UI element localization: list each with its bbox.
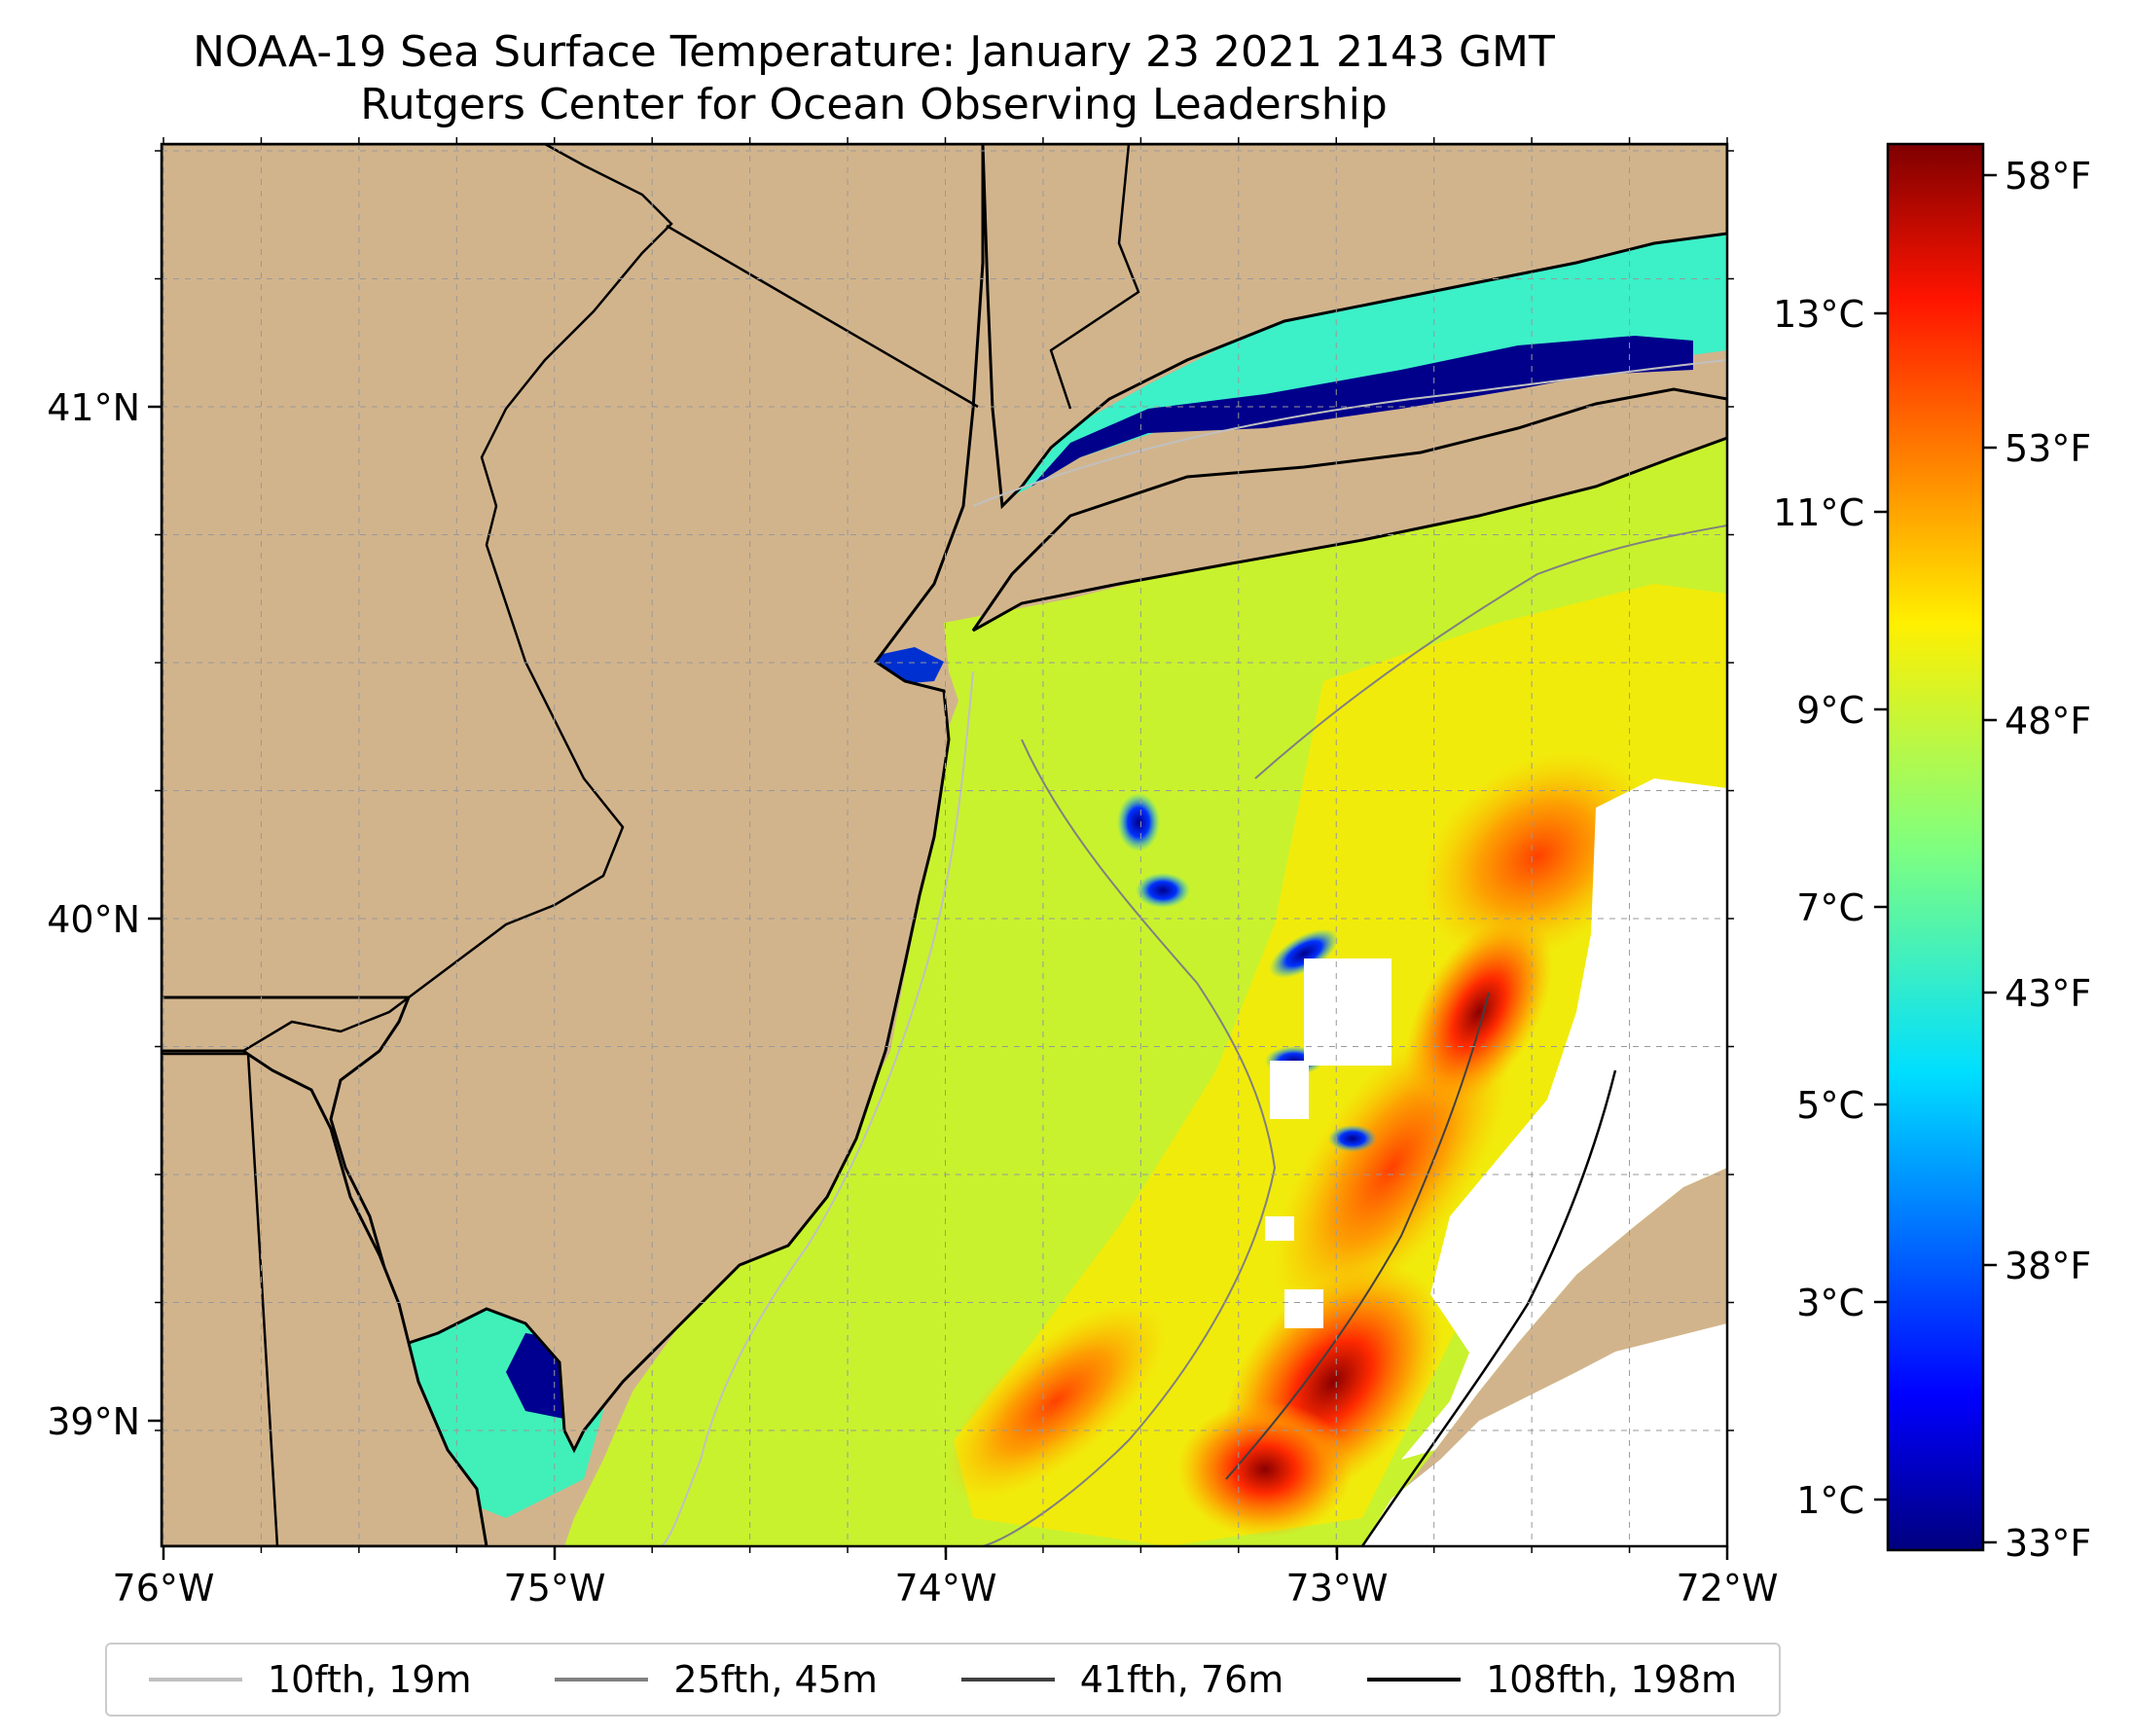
legend-line-swatch <box>1367 1678 1462 1682</box>
colorbar-c-label: 5°C <box>1796 1084 1864 1127</box>
x-tick-label: 74°W <box>895 1567 997 1609</box>
x-tick-label: 73°W <box>1286 1567 1389 1609</box>
colorbar-f-label: 38°F <box>2005 1245 2091 1287</box>
map-frame <box>160 142 1729 1548</box>
colorbar-c-label: 7°C <box>1796 886 1864 929</box>
colorbar-f-label: 33°F <box>2005 1522 2091 1565</box>
colorbar-c-label: 9°C <box>1796 689 1864 732</box>
isobath-legend: 10fth, 19m 25fth, 45m 41fth, 76m 108fth,… <box>105 1643 1781 1717</box>
colorbar-c-label: 13°C <box>1773 293 1864 336</box>
legend-label: 25fth, 45m <box>673 1658 878 1701</box>
legend-line-swatch <box>960 1678 1055 1682</box>
long-island-land <box>971 387 1727 633</box>
legend-item-10fth: 10fth, 19m <box>148 1658 472 1701</box>
long-island-sound <box>1012 234 1727 496</box>
colorbar-f-label: 48°F <box>2005 700 2091 742</box>
x-tick-label: 75°W <box>504 1567 606 1609</box>
colorbar-c-label: 11°C <box>1773 491 1864 534</box>
legend-line-swatch <box>555 1678 649 1682</box>
graticule <box>162 144 1727 1546</box>
delmarva-land <box>162 1049 488 1546</box>
new-jersey-land <box>162 144 985 1454</box>
colorbar-f-label: 43°F <box>2005 972 2091 1015</box>
map-axis-ticks: 76°W 75°W 74°W 73°W 72°W 41°N 40°N 39°N <box>47 137 1778 1609</box>
legend-label: 41fth, 76m <box>1079 1658 1284 1701</box>
colorbar-f-label: 58°F <box>2005 155 2091 198</box>
x-tick-label: 72°W <box>1677 1567 1779 1609</box>
sound-cold-core <box>1031 336 1693 487</box>
y-tick-label: 39°N <box>47 1400 140 1443</box>
no-data-regions <box>1265 778 1727 1546</box>
colorbar-c-label: 1°C <box>1796 1479 1864 1522</box>
chart-title: NOAA-19 Sea Surface Temperature: January… <box>193 27 1555 77</box>
legend-item-41fth: 41fth, 76m <box>960 1658 1284 1701</box>
y-tick-label: 40°N <box>47 898 140 941</box>
colorbar: 13°C 11°C 9°C 7°C 5°C 3°C 1°C 58°F 53°F 48°F 43°F 3… <box>1773 142 2091 1565</box>
colorbar-f-label: 53°F <box>2005 427 2091 470</box>
legend-item-108fth: 108fth, 198m <box>1367 1658 1737 1701</box>
chart-subtitle: Rutgers Center for Ocean Observing Leade… <box>360 80 1388 129</box>
colorbar-ticks: 13°C 11°C 9°C 7°C 5°C 3°C 1°C 58°F 53°F 48°F 43°F 3… <box>1773 155 2091 1565</box>
legend-label: 10fth, 19m <box>267 1658 472 1701</box>
legend-item-25fth: 25fth, 45m <box>555 1658 878 1701</box>
state-borders <box>162 144 1140 1546</box>
new-england-land <box>981 144 1727 510</box>
legend-label: 108fth, 198m <box>1486 1658 1738 1701</box>
map-panel <box>162 144 1727 1546</box>
colorbar-c-label: 3°C <box>1796 1282 1864 1324</box>
legend-line-swatch <box>148 1678 242 1682</box>
x-tick-label: 76°W <box>113 1567 215 1609</box>
y-tick-label: 41°N <box>47 386 140 429</box>
colorbar-gradient <box>1886 142 1985 1552</box>
